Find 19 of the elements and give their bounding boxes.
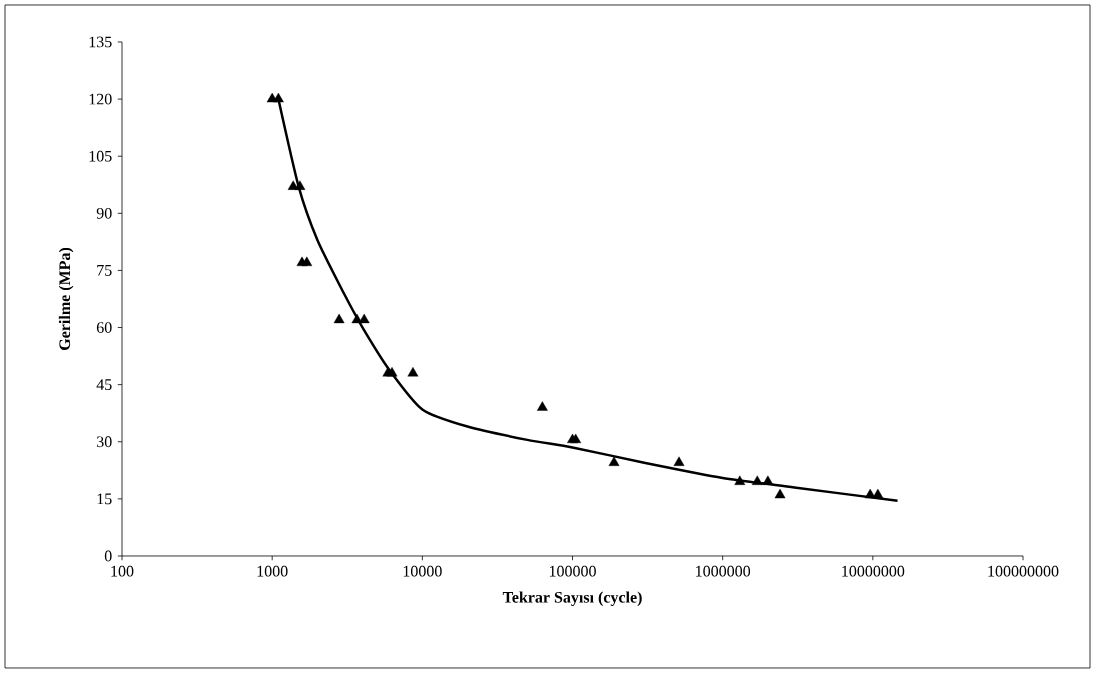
- x-tick-label: 100000: [549, 565, 596, 577]
- x-tick-label: 10000000: [842, 565, 905, 577]
- y-tick-label: 105: [89, 150, 112, 162]
- y-tick-label: 75: [97, 265, 112, 276]
- x-tick-label: 100000000: [988, 565, 1059, 577]
- y-tick-label: 120: [89, 93, 112, 105]
- y-tick-label: 60: [96, 322, 112, 333]
- y-tick-label: 135: [89, 36, 112, 48]
- x-tick-label: 10000: [403, 565, 442, 577]
- y-tick-label: 15: [97, 493, 112, 505]
- y-tick-label: 30: [97, 436, 112, 448]
- x-axis-title: Tekrar Sayısı (cycle): [502, 591, 642, 606]
- x-tick-label: 1000: [257, 565, 288, 577]
- y-axis-title: Gerilme (MPa): [58, 247, 74, 350]
- x-tick-label: 1000000: [696, 565, 751, 577]
- y-tick-label: 90: [96, 207, 112, 219]
- y-tick-label: 0: [104, 550, 112, 562]
- x-tick-label: 100: [111, 565, 134, 577]
- y-tick-label: 45: [96, 379, 112, 390]
